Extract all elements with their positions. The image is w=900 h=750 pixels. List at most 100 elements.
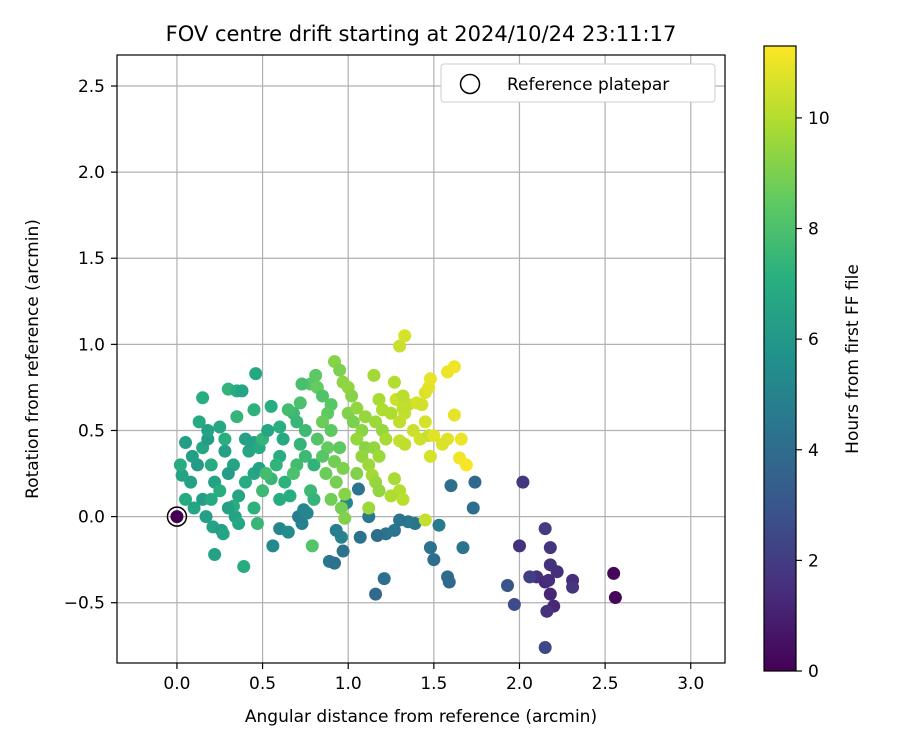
colorbar-tick-label: 8 — [808, 220, 819, 240]
data-point — [281, 403, 295, 417]
data-point — [278, 475, 292, 489]
x-axis-ticks: 0.0 0.5 1.0 1.5 2.0 2.5 3.0 — [163, 663, 704, 694]
y-tick-label: 1.5 — [78, 249, 105, 269]
colorbar-tick-label: 6 — [808, 330, 819, 350]
data-point — [179, 492, 193, 506]
x-tick-label: 0.5 — [249, 674, 276, 694]
colorbar-label: Hours from first FF file — [843, 264, 863, 454]
data-point — [309, 368, 323, 382]
data-point — [387, 472, 401, 486]
data-point — [190, 458, 204, 472]
data-point — [396, 389, 410, 403]
data-point — [353, 530, 367, 544]
data-point — [247, 403, 261, 417]
data-point — [316, 389, 330, 403]
data-point — [459, 458, 473, 472]
data-point — [456, 541, 470, 555]
data-point — [346, 415, 360, 429]
data-point — [387, 523, 401, 537]
data-point — [204, 458, 218, 472]
data-point — [512, 539, 526, 553]
data-point — [442, 575, 456, 589]
x-axis-label: Angular distance from reference (arcmin) — [245, 707, 597, 727]
data-point — [466, 501, 480, 515]
data-point — [367, 368, 381, 382]
data-point — [369, 587, 383, 601]
data-point — [566, 580, 580, 594]
data-point — [196, 391, 210, 405]
data-point — [523, 570, 537, 584]
data-point — [300, 506, 314, 520]
data-point — [423, 372, 437, 386]
data-point — [173, 458, 187, 472]
y-axis-ticks: −0.5 0.0 0.5 1.0 1.5 2.0 2.5 — [64, 77, 117, 614]
data-point — [362, 458, 376, 472]
data-point — [608, 591, 622, 605]
data-point — [269, 458, 283, 472]
data-point — [213, 420, 227, 434]
data-point — [334, 501, 348, 515]
data-point — [415, 398, 429, 412]
data-point — [247, 501, 261, 515]
colorbar-tick-label: 10 — [808, 109, 830, 129]
data-point — [232, 489, 246, 503]
data-point — [372, 449, 386, 463]
data-point — [377, 572, 391, 586]
data-point — [444, 479, 458, 493]
legend-entry-reference-platepar: Reference platepar — [507, 75, 669, 95]
x-tick-label: 2.5 — [592, 674, 619, 694]
plot-frame — [116, 54, 726, 664]
data-point — [232, 516, 246, 530]
data-point — [372, 484, 386, 498]
data-point — [351, 482, 365, 496]
data-point — [432, 518, 446, 532]
data-point — [336, 461, 350, 475]
x-tick-label: 2.0 — [506, 674, 533, 694]
scatter-points — [170, 329, 622, 654]
data-point — [333, 441, 347, 455]
data-point — [264, 399, 278, 413]
y-tick-label: 0.0 — [78, 508, 105, 528]
data-point — [266, 539, 280, 553]
data-point — [468, 475, 482, 489]
data-point — [338, 511, 352, 525]
data-point — [435, 437, 449, 451]
data-point — [208, 547, 222, 561]
data-point — [187, 501, 201, 515]
data-point — [372, 392, 386, 406]
data-point — [329, 475, 343, 489]
data-point — [362, 501, 376, 515]
data-point — [542, 573, 556, 587]
data-point — [543, 541, 557, 555]
data-point — [427, 429, 441, 443]
data-point — [384, 489, 398, 503]
data-point — [500, 578, 514, 592]
data-point — [283, 489, 297, 503]
data-point — [235, 384, 249, 398]
data-point — [213, 484, 227, 498]
y-tick-label: 2.5 — [78, 77, 105, 97]
data-point — [333, 363, 347, 377]
data-point — [516, 475, 530, 489]
data-point — [237, 560, 251, 574]
data-point — [447, 408, 461, 422]
data-point — [256, 484, 270, 498]
data-point — [350, 401, 364, 415]
data-point — [298, 423, 312, 437]
y-tick-label: 0.5 — [78, 421, 105, 441]
data-point — [295, 377, 309, 391]
data-point — [221, 501, 235, 515]
data-point — [427, 553, 441, 567]
data-point — [273, 420, 287, 434]
data-point — [179, 436, 193, 450]
y-tick-label: 1.0 — [78, 335, 105, 355]
data-point — [250, 516, 264, 530]
data-point — [218, 432, 232, 446]
data-point — [336, 544, 350, 558]
data-point — [316, 449, 330, 463]
data-point — [184, 475, 198, 489]
x-tick-label: 1.5 — [420, 674, 447, 694]
data-point — [324, 423, 338, 437]
data-point — [310, 432, 324, 446]
